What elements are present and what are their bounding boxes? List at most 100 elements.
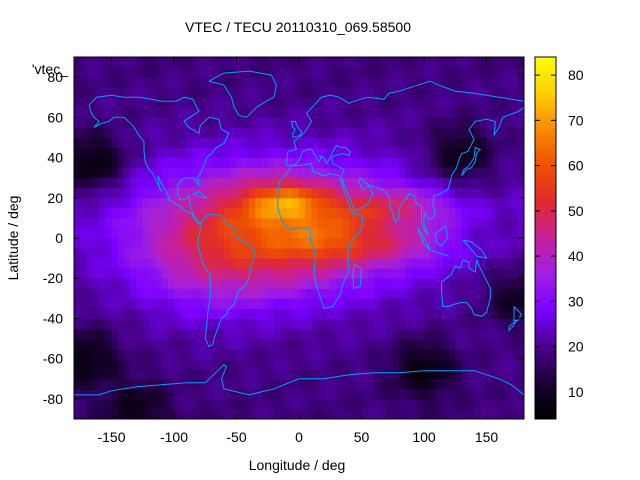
- heatmap-cell: [186, 408, 194, 420]
- heatmap-cell: [230, 338, 237, 350]
- heatmap-cell: [199, 398, 206, 410]
- heatmap-cell: [311, 187, 319, 199]
- heatmap-cell: [180, 127, 187, 138]
- heatmap-cell: [86, 167, 94, 179]
- heatmap-cell: [130, 358, 137, 370]
- heatmap-cell: [517, 207, 525, 219]
- heatmap-cell: [242, 87, 250, 98]
- heatmap-cell: [249, 67, 256, 78]
- heatmap-cell: [142, 87, 150, 98]
- heatmap-cell: [399, 318, 406, 329]
- heatmap-cell: [467, 338, 475, 350]
- heatmap-cell: [230, 157, 237, 169]
- heatmap-cell: [474, 97, 481, 108]
- heatmap-cell: [311, 348, 319, 360]
- heatmap-cell: [255, 298, 262, 309]
- heatmap-cell: [280, 318, 287, 329]
- heatmap-cell: [286, 288, 294, 299]
- colorbar-tick-label: 80: [568, 67, 584, 83]
- heatmap-cell: [449, 288, 456, 299]
- heatmap-cell: [117, 97, 125, 108]
- heatmap-cell: [492, 117, 500, 128]
- heatmap-cell: [274, 117, 281, 128]
- heatmap-cell: [461, 338, 469, 350]
- heatmap-cell: [149, 388, 156, 400]
- heatmap-cell: [292, 127, 300, 138]
- heatmap-cell: [380, 87, 387, 98]
- heatmap-cell: [492, 87, 500, 98]
- heatmap-cell: [149, 67, 156, 78]
- heatmap-cell: [349, 87, 356, 98]
- heatmap-cell: [80, 187, 87, 199]
- heatmap-cell: [505, 177, 512, 189]
- heatmap-cell: [192, 338, 200, 350]
- heatmap-cell: [142, 288, 150, 299]
- heatmap-cell: [255, 338, 262, 350]
- heatmap-cell: [167, 57, 175, 68]
- heatmap-cell: [424, 87, 431, 98]
- y-tick-label: 20: [47, 190, 63, 206]
- heatmap-cell: [261, 268, 269, 279]
- colorbar-tick-label: 30: [568, 293, 584, 309]
- heatmap-cell: [311, 147, 319, 159]
- heatmap-cell: [124, 177, 131, 189]
- heatmap-cell: [517, 258, 525, 269]
- heatmap-cell: [492, 288, 500, 299]
- heatmap-cell: [92, 258, 100, 269]
- heatmap-cell: [286, 167, 294, 179]
- heatmap-cell: [442, 328, 450, 340]
- heatmap-cell: [361, 207, 369, 219]
- heatmap-cell: [224, 368, 231, 380]
- heatmap-cell: [267, 398, 275, 410]
- heatmap-cell: [267, 388, 275, 400]
- heatmap-cell: [99, 167, 106, 179]
- heatmap-cell: [305, 177, 312, 189]
- heatmap-cell: [111, 157, 119, 169]
- heatmap-cell: [86, 227, 94, 239]
- heatmap-cell: [392, 248, 400, 259]
- heatmap-cell: [349, 328, 356, 340]
- heatmap-cell: [467, 298, 475, 309]
- heatmap-cell: [80, 238, 87, 249]
- heatmap-cell: [430, 227, 437, 239]
- heatmap-cell: [167, 87, 175, 98]
- heatmap-cell: [255, 137, 262, 148]
- heatmap-cell: [349, 137, 356, 148]
- heatmap-cell: [161, 238, 169, 249]
- heatmap-cell: [242, 308, 250, 319]
- heatmap-cell: [292, 338, 300, 350]
- heatmap-cell: [436, 388, 444, 400]
- heatmap-cell: [199, 378, 206, 390]
- heatmap-cell: [442, 298, 450, 309]
- heatmap-cell: [424, 177, 431, 189]
- heatmap-cell: [261, 298, 269, 309]
- heatmap-cell: [430, 378, 437, 390]
- heatmap-cell: [492, 177, 500, 189]
- heatmap-cell: [474, 358, 481, 370]
- heatmap-cell: [461, 217, 469, 229]
- heatmap-cell: [455, 288, 462, 299]
- heatmap-cell: [149, 197, 156, 209]
- heatmap-cell: [374, 227, 381, 239]
- heatmap-cell: [105, 77, 112, 88]
- heatmap-cell: [461, 127, 469, 138]
- heatmap-cell: [211, 308, 219, 319]
- heatmap-cell: [174, 167, 181, 179]
- heatmap-cell: [492, 197, 500, 209]
- heatmap-cell: [380, 268, 387, 279]
- heatmap-cell: [180, 398, 187, 410]
- heatmap-cell: [174, 308, 181, 319]
- heatmap-cell: [436, 408, 444, 420]
- heatmap-cell: [367, 348, 375, 360]
- heatmap-cell: [367, 398, 375, 410]
- heatmap-cell: [436, 107, 444, 118]
- heatmap-cell: [336, 378, 344, 390]
- heatmap-cell: [305, 187, 312, 199]
- heatmap-cell: [155, 328, 162, 340]
- heatmap-cell: [167, 388, 175, 400]
- heatmap-cell: [205, 227, 212, 239]
- heatmap-cell: [324, 207, 331, 219]
- heatmap-cell: [380, 167, 387, 179]
- heatmap-cell: [80, 227, 87, 239]
- heatmap-cell: [167, 77, 175, 88]
